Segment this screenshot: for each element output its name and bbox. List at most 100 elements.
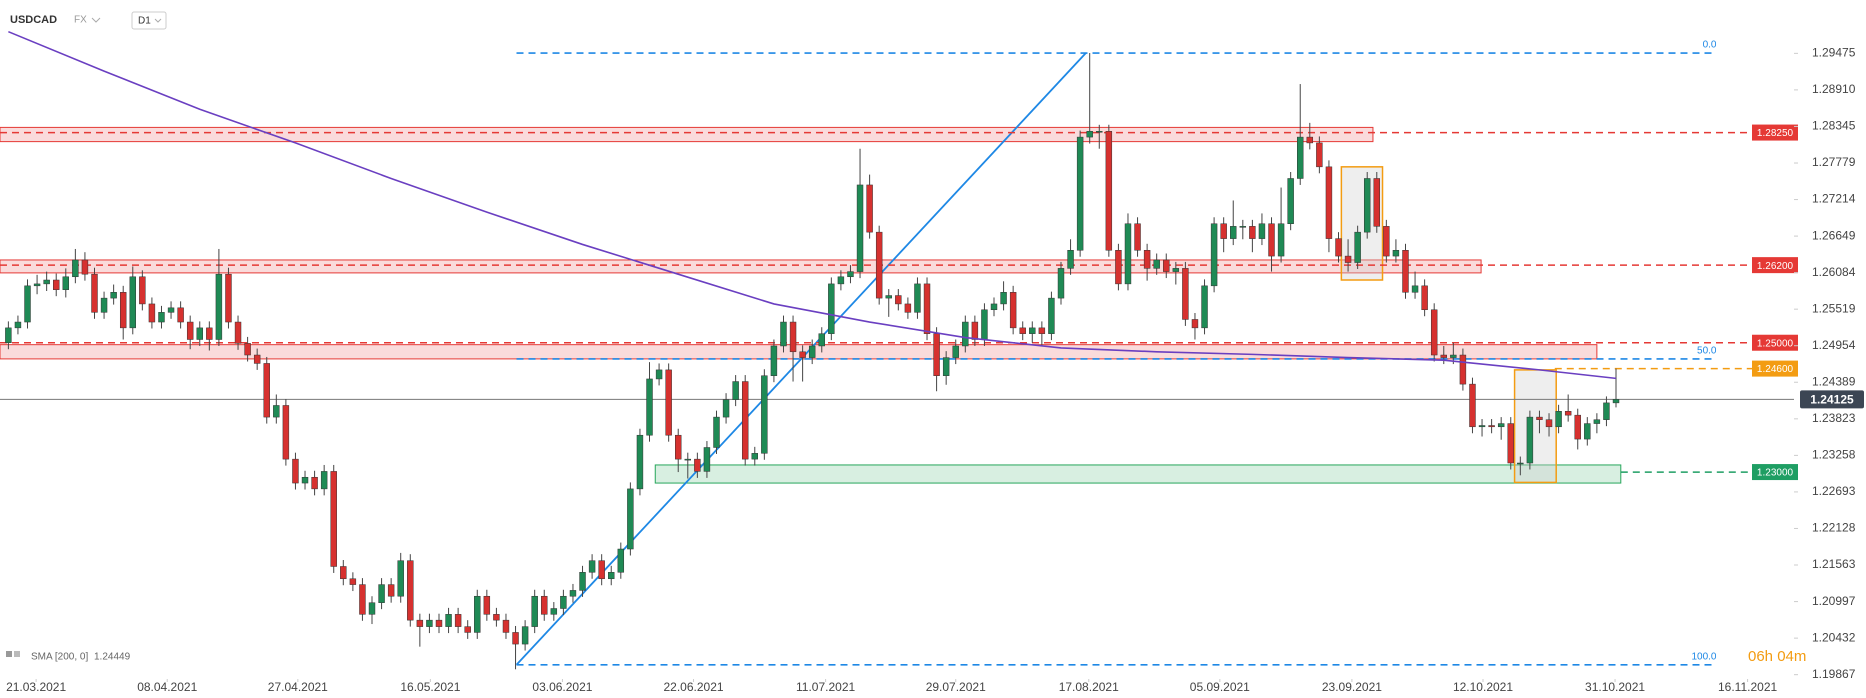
y-tick-label: 1.28345 [1812,119,1856,133]
candle-body [531,595,538,627]
candle-body [780,321,787,347]
timeframe-box[interactable] [131,11,167,30]
x-tick-label: 23.09.2021 [1322,680,1382,694]
candle-body [53,279,60,290]
candle-body [1029,327,1036,334]
candle-body [655,369,663,380]
candle-body [808,345,816,358]
zone [0,259,1482,274]
sma-line [8,30,1617,380]
candle-body [1603,402,1610,420]
candle-body [1076,136,1084,251]
candle-body [837,276,845,285]
level-tag [1752,464,1798,481]
candle-body [923,283,931,334]
market-dropdown[interactable] [91,17,101,23]
candle-body [234,321,242,344]
candle-body [713,416,720,448]
y-tick-label: 1.22128 [1812,521,1856,535]
candle-body [464,626,471,633]
candle-body [311,476,318,490]
level-tag [1752,334,1798,351]
x-tick-label: 08.04.2021 [137,680,197,694]
candle-body [1440,354,1447,358]
symbol: USDCAD [10,14,57,26]
candle-body [81,259,89,275]
candle-body [1306,136,1314,144]
candle-body [1325,166,1333,239]
candle-body [1507,423,1514,464]
candle-body [1316,142,1323,168]
candle-body [206,327,213,340]
candle-body [148,303,156,323]
candle-body [502,619,510,633]
candle-body [1354,231,1361,263]
candle-body [1392,250,1400,257]
zone [654,464,1622,484]
candle-body [435,619,443,627]
fib-label: 100.0 [1691,651,1716,662]
candle-body [43,279,50,285]
candle-body [445,614,452,627]
candle-body [1373,178,1380,227]
candle-body [1335,238,1342,257]
plot-area: 0.0 50.0 100.0 1.28250 1.26200 1.25000 1.24600… [0,30,1798,670]
candle-body [186,321,194,340]
candle-body [866,184,873,233]
candle-body [1191,319,1199,329]
candle-body [1153,259,1160,269]
candle-body [1163,259,1170,272]
candle-body [426,619,433,627]
fib-label: 50.0 [1697,346,1717,357]
candle-body [675,434,682,460]
level-tag [1752,257,1798,274]
candle-body [1220,223,1227,239]
level-tag [1752,124,1798,141]
x-tick-label: 29.07.2021 [926,680,986,694]
x-tick-label: 11.07.2021 [796,680,855,694]
candle-body [1612,399,1620,404]
candle-body [387,584,395,597]
candle-body [1297,136,1304,179]
candle-body [569,590,577,597]
candle-body [301,476,309,484]
x-tick-label: 27.04.2021 [268,680,328,694]
candle-body [1526,416,1534,464]
candle-body [1555,411,1562,428]
timeframe-dropdown [154,18,162,23]
candle-body [1488,425,1495,428]
y-tick-label: 1.26084 [1812,265,1856,279]
candle-body [483,595,491,615]
candle-body [1239,226,1247,228]
candle-body [627,488,634,550]
candle-body [1000,292,1007,305]
candle-body [215,273,223,340]
candle-body [282,405,290,460]
candle-body [1411,285,1419,293]
candle-body [990,303,998,311]
y-tick-label: 1.25519 [1812,301,1856,315]
candle-body [521,626,529,645]
candle-body [1363,178,1371,233]
candle-body [770,345,778,376]
y-tick-label: 1.23823 [1812,411,1856,425]
candle-body [761,375,768,454]
candle-body [684,458,692,461]
candle-body [971,321,979,340]
sma-legend-name: SMA [200, 0] [31,652,88,663]
level-tag-label: 1.23000 [1757,468,1794,479]
candle-body [933,333,940,376]
candle-body [330,471,337,567]
y-tick-label: 1.19867 [1812,667,1856,681]
candle-body [349,578,357,585]
y-tick-label: 1.27779 [1812,155,1856,169]
last-price-label: 1.24125 [1810,392,1854,406]
candle-body [1210,223,1218,287]
candle-body [818,333,825,347]
candle-body [1430,309,1438,356]
level-tag-label: 1.24600 [1757,364,1794,375]
candle-body [608,572,615,580]
candle-body [1258,223,1266,239]
